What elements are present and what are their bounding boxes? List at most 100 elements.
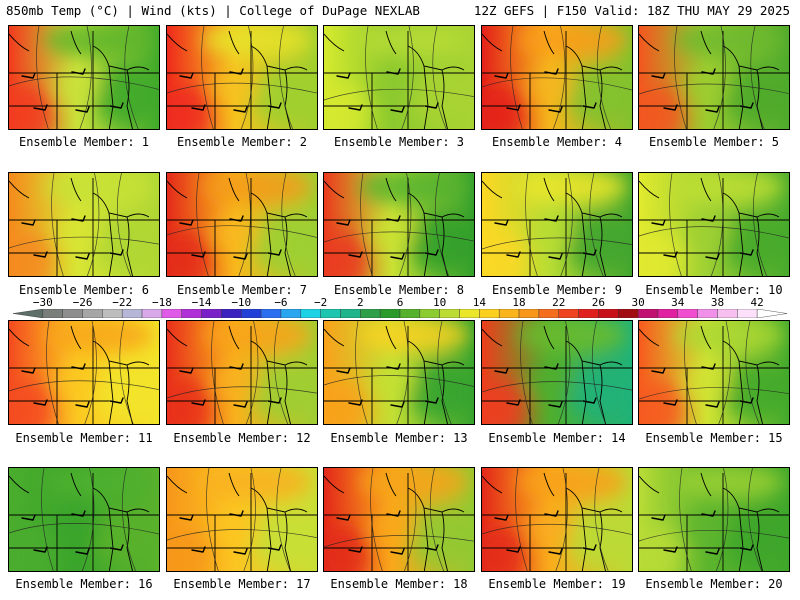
- ensemble-member-label: Ensemble Member: 1: [18, 135, 150, 149]
- ensemble-member-map: [8, 320, 160, 425]
- ensemble-member-label: Ensemble Member: 18: [330, 577, 468, 591]
- colorbar-swatch: [538, 309, 559, 318]
- ensemble-member-map: [166, 320, 318, 425]
- ensemble-member-label: Ensemble Member: 7: [176, 283, 308, 297]
- colorbar-swatch: [399, 309, 421, 318]
- model-run-valid-time: 12Z GEFS | F150 Valid: 18Z THU MAY 29 20…: [473, 3, 790, 18]
- colorbar-swatch: [221, 309, 242, 318]
- ensemble-member-label: Ensemble Member: 15: [645, 431, 783, 445]
- colorbar-tick-label: 2: [357, 296, 364, 309]
- colorbar-tick-label: 26: [591, 296, 606, 309]
- ensemble-member-label: Ensemble Member: 2: [176, 135, 308, 149]
- ensemble-member-label: Ensemble Member: 14: [488, 431, 626, 445]
- colorbar-swatch: [618, 309, 639, 318]
- ensemble-member-map: [638, 25, 790, 130]
- ensemble-member-label: Ensemble Member: 11: [15, 431, 153, 445]
- colorbar-tick-label: −10: [231, 296, 252, 309]
- ensemble-member-label: Ensemble Member: 16: [15, 577, 153, 591]
- ensemble-member-map: [8, 467, 160, 572]
- ensemble-member-map: [638, 467, 790, 572]
- colorbar-swatch: [697, 309, 718, 318]
- ensemble-member-label: Ensemble Member: 10: [645, 283, 783, 297]
- colorbar-swatch: [419, 309, 440, 318]
- colorbar-swatch: [82, 309, 103, 318]
- colorbar-tick-label: −14: [191, 296, 212, 309]
- colorbar-swatch: [598, 309, 619, 318]
- ensemble-member-label: Ensemble Member: 3: [333, 135, 465, 149]
- colorbar-tick-label: −22: [112, 296, 133, 309]
- ensemble-member-map: [166, 467, 318, 572]
- ensemble-member-label: Ensemble Member: 19: [488, 577, 626, 591]
- ensemble-member-label: Ensemble Member: 12: [173, 431, 311, 445]
- colorbar-swatch: [260, 309, 282, 318]
- ensemble-member-label: Ensemble Member: 20: [645, 577, 783, 591]
- colorbar-swatch: [379, 309, 401, 318]
- colorbar-swatch: [439, 309, 460, 318]
- colorbar-tick-label: 22: [552, 296, 566, 309]
- colorbar-tick-label: 14: [472, 296, 486, 309]
- colorbar-swatch: [499, 309, 520, 318]
- colorbar-tick-label: −26: [72, 296, 93, 309]
- ensemble-member-map: [323, 320, 475, 425]
- colorbar-swatch: [122, 309, 143, 318]
- ensemble-member-label: Ensemble Member: 17: [173, 577, 311, 591]
- colorbar-tick-label: 18: [512, 296, 526, 309]
- colorbar-swatch: [161, 309, 182, 318]
- ensemble-member-label: Ensemble Member: 13: [330, 431, 468, 445]
- colorbar-swatch: [62, 309, 83, 318]
- colorbar-swatch: [360, 309, 381, 318]
- ensemble-member-label: Ensemble Member: 4: [491, 135, 623, 149]
- colorbar-swatch: [201, 309, 222, 318]
- ensemble-member-map: [166, 172, 318, 277]
- colorbar-swatch: [102, 309, 123, 318]
- colorbar-swatch: [141, 309, 163, 318]
- ensemble-member-map: [638, 172, 790, 277]
- colorbar-swatch: [479, 309, 500, 318]
- ensemble-member-map: [481, 172, 633, 277]
- ensemble-member-label: Ensemble Member: 9: [491, 283, 623, 297]
- colorbar-swatch: [756, 309, 787, 318]
- ensemble-member-map: [323, 467, 475, 572]
- colorbar-tick-label: 34: [671, 296, 685, 309]
- ensemble-member-map: [481, 25, 633, 130]
- colorbar-swatch: [280, 309, 301, 318]
- ensemble-member-map: [323, 25, 475, 130]
- ensemble-member-map: [8, 172, 160, 277]
- colorbar-tick-label: 38: [710, 296, 725, 309]
- ensemble-member-label: Ensemble Member: 5: [648, 135, 780, 149]
- ensemble-member-label: Ensemble Member: 8: [333, 283, 465, 297]
- colorbar-tick-label: 10: [433, 296, 447, 309]
- colorbar-tick-label: −18: [151, 296, 172, 309]
- colorbar-tick-label: 42: [750, 296, 764, 309]
- ensemble-member-map: [481, 320, 633, 425]
- temperature-colorbar: [13, 309, 787, 318]
- colorbar-tick-label: −30: [32, 296, 53, 309]
- map-title: 850mb Temp (°C) | Wind (kts) | College o…: [6, 3, 420, 18]
- colorbar-swatch: [578, 309, 599, 318]
- colorbar-swatch: [320, 309, 341, 318]
- ensemble-member-label: Ensemble Member: 6: [18, 283, 150, 297]
- colorbar-swatch: [459, 309, 480, 318]
- ensemble-member-map: [323, 172, 475, 277]
- colorbar-swatch: [13, 309, 44, 318]
- colorbar-swatch: [42, 309, 63, 318]
- colorbar-swatch: [518, 309, 540, 318]
- colorbar-swatch: [340, 309, 361, 318]
- colorbar-tick-label: 30: [631, 296, 645, 309]
- colorbar-swatch: [300, 309, 321, 318]
- colorbar-swatch: [717, 309, 738, 318]
- colorbar-swatch: [558, 309, 579, 318]
- ensemble-member-map: [166, 25, 318, 130]
- ensemble-member-map: [638, 320, 790, 425]
- colorbar-swatch: [637, 309, 659, 318]
- colorbar-swatch: [657, 309, 678, 318]
- ensemble-member-map: [481, 467, 633, 572]
- colorbar-tick-label: 6: [396, 296, 404, 309]
- colorbar-swatch: [181, 309, 202, 318]
- colorbar-tick-label: −6: [274, 296, 288, 309]
- colorbar-swatch: [677, 309, 698, 318]
- colorbar-swatch: [241, 309, 262, 318]
- ensemble-member-map: [8, 25, 160, 130]
- colorbar-tick-label: −2: [314, 296, 328, 309]
- colorbar-swatch: [737, 309, 758, 318]
